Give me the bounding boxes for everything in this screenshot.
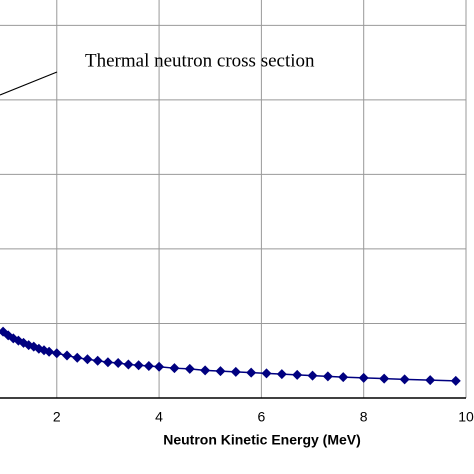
data-point [276, 369, 287, 380]
x-tick-label: 10 [458, 409, 474, 425]
data-point [72, 352, 83, 363]
data-point [184, 363, 195, 374]
x-tick-label: 2 [53, 409, 61, 425]
data-point [154, 361, 165, 372]
data-point [261, 368, 272, 379]
data-point [322, 371, 333, 382]
data-point [44, 346, 55, 357]
data-point [143, 360, 154, 371]
data-point [92, 355, 103, 366]
data-point [230, 366, 241, 377]
annotation: Thermal neutron cross section [85, 50, 315, 71]
data-point [450, 375, 461, 386]
data-point [292, 369, 303, 380]
plot: 2 4 6 8 10 [0, 0, 474, 425]
x-axis-title: Neutron Kinetic Energy (MeV) [163, 432, 361, 448]
data-point [215, 366, 226, 377]
data-point [133, 360, 144, 371]
annotation-pointer [0, 71, 58, 96]
x-tick-label: 6 [257, 409, 265, 425]
data-point [358, 372, 369, 383]
data-point [169, 363, 180, 374]
data-point [123, 359, 134, 370]
data-point [379, 373, 390, 384]
data-point [246, 367, 257, 378]
data-point [51, 348, 62, 359]
x-tick-label: 8 [360, 409, 368, 425]
data-point [102, 357, 113, 368]
data-point [425, 375, 436, 386]
data-point [399, 374, 410, 385]
data-point [82, 354, 93, 365]
x-tick-label: 4 [155, 409, 163, 425]
data-point [0, 326, 9, 337]
data-point [307, 370, 318, 381]
data-point [338, 372, 349, 383]
data-point [113, 357, 124, 368]
data-point [62, 350, 73, 361]
data-point [200, 365, 211, 376]
